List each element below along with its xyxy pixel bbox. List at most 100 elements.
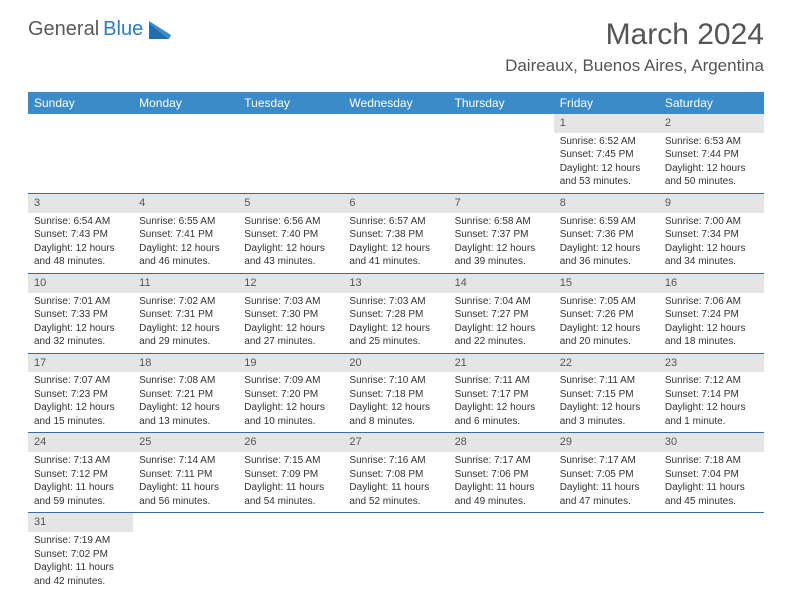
weeks-container: 1 Sunrise: 6:52 AMSunset: 7:45 PMDaylight… bbox=[28, 114, 764, 592]
sunrise-line: Sunrise: 7:13 AM bbox=[34, 454, 127, 468]
sunset-line: Sunset: 7:02 PM bbox=[34, 548, 127, 562]
day-cell: 31Sunrise: 7:19 AMSunset: 7:02 PMDayligh… bbox=[28, 513, 133, 592]
daylight-line-2: and 32 minutes. bbox=[34, 335, 127, 349]
day-cell bbox=[343, 513, 448, 592]
daylight-line-1: Daylight: 12 hours bbox=[139, 401, 232, 415]
day-text: Sunrise: 6:59 AMSunset: 7:36 PMDaylight:… bbox=[554, 215, 659, 269]
day-text: Sunrise: 7:06 AMSunset: 7:24 PMDaylight:… bbox=[659, 295, 764, 349]
daylight-line-1: Daylight: 12 hours bbox=[349, 401, 442, 415]
day-cell: 12Sunrise: 7:03 AMSunset: 7:30 PMDayligh… bbox=[238, 274, 343, 353]
sunset-line: Sunset: 7:06 PM bbox=[455, 468, 548, 482]
daylight-line-2: and 27 minutes. bbox=[244, 335, 337, 349]
sunset-line: Sunset: 7:23 PM bbox=[34, 388, 127, 402]
day-cell: 21Sunrise: 7:11 AMSunset: 7:17 PMDayligh… bbox=[449, 354, 554, 433]
logo-word-2: Blue bbox=[103, 18, 143, 41]
day-text: Sunrise: 7:11 AMSunset: 7:15 PMDaylight:… bbox=[554, 374, 659, 428]
day-cell bbox=[449, 513, 554, 592]
day-number: 17 bbox=[28, 354, 133, 373]
sunrise-line: Sunrise: 6:53 AM bbox=[665, 135, 758, 149]
day-text: Sunrise: 7:17 AMSunset: 7:05 PMDaylight:… bbox=[554, 454, 659, 508]
sunrise-line: Sunrise: 7:19 AM bbox=[34, 534, 127, 548]
daylight-line-2: and 49 minutes. bbox=[455, 495, 548, 509]
sunset-line: Sunset: 7:12 PM bbox=[34, 468, 127, 482]
day-text: Sunrise: 7:04 AMSunset: 7:27 PMDaylight:… bbox=[449, 295, 554, 349]
sunrise-line: Sunrise: 7:07 AM bbox=[34, 374, 127, 388]
day-text: Sunrise: 7:16 AMSunset: 7:08 PMDaylight:… bbox=[343, 454, 448, 508]
day-text: Sunrise: 6:57 AMSunset: 7:38 PMDaylight:… bbox=[343, 215, 448, 269]
day-cell: 29Sunrise: 7:17 AMSunset: 7:05 PMDayligh… bbox=[554, 433, 659, 512]
sunrise-line: Sunrise: 7:05 AM bbox=[560, 295, 653, 309]
day-cell: 26Sunrise: 7:15 AMSunset: 7:09 PMDayligh… bbox=[238, 433, 343, 512]
day-cell bbox=[133, 114, 238, 193]
sunset-line: Sunset: 7:38 PM bbox=[349, 228, 442, 242]
sunrise-line: Sunrise: 7:01 AM bbox=[34, 295, 127, 309]
location: Daireaux, Buenos Aires, Argentina bbox=[505, 56, 764, 76]
sunrise-line: Sunrise: 6:58 AM bbox=[455, 215, 548, 229]
sunset-line: Sunset: 7:45 PM bbox=[560, 148, 653, 162]
sunrise-line: Sunrise: 7:03 AM bbox=[349, 295, 442, 309]
day-text: Sunrise: 6:52 AMSunset: 7:45 PMDaylight:… bbox=[554, 135, 659, 189]
daylight-line-2: and 8 minutes. bbox=[349, 415, 442, 429]
sunrise-line: Sunrise: 7:00 AM bbox=[665, 215, 758, 229]
daylight-line-2: and 47 minutes. bbox=[560, 495, 653, 509]
daylight-line-2: and 34 minutes. bbox=[665, 255, 758, 269]
sunrise-line: Sunrise: 7:08 AM bbox=[139, 374, 232, 388]
sunset-line: Sunset: 7:17 PM bbox=[455, 388, 548, 402]
day-text: Sunrise: 7:14 AMSunset: 7:11 PMDaylight:… bbox=[133, 454, 238, 508]
sunset-line: Sunset: 7:33 PM bbox=[34, 308, 127, 322]
day-number: 25 bbox=[133, 433, 238, 452]
day-text: Sunrise: 6:58 AMSunset: 7:37 PMDaylight:… bbox=[449, 215, 554, 269]
day-cell bbox=[238, 513, 343, 592]
day-text: Sunrise: 6:55 AMSunset: 7:41 PMDaylight:… bbox=[133, 215, 238, 269]
sunset-line: Sunset: 7:28 PM bbox=[349, 308, 442, 322]
day-number: 19 bbox=[238, 354, 343, 373]
day-number: 13 bbox=[343, 274, 448, 293]
day-number: 28 bbox=[449, 433, 554, 452]
daylight-line-2: and 39 minutes. bbox=[455, 255, 548, 269]
day-number: 24 bbox=[28, 433, 133, 452]
daylight-line-1: Daylight: 12 hours bbox=[560, 401, 653, 415]
day-number: 15 bbox=[554, 274, 659, 293]
day-cell: 18Sunrise: 7:08 AMSunset: 7:21 PMDayligh… bbox=[133, 354, 238, 433]
sunset-line: Sunset: 7:21 PM bbox=[139, 388, 232, 402]
sunrise-line: Sunrise: 7:16 AM bbox=[349, 454, 442, 468]
daylight-line-2: and 29 minutes. bbox=[139, 335, 232, 349]
sunset-line: Sunset: 7:43 PM bbox=[34, 228, 127, 242]
day-number: 26 bbox=[238, 433, 343, 452]
sunset-line: Sunset: 7:09 PM bbox=[244, 468, 337, 482]
day-cell: 11Sunrise: 7:02 AMSunset: 7:31 PMDayligh… bbox=[133, 274, 238, 353]
daylight-line-1: Daylight: 12 hours bbox=[455, 322, 548, 336]
daylight-line-1: Daylight: 12 hours bbox=[665, 322, 758, 336]
daylight-line-1: Daylight: 11 hours bbox=[560, 481, 653, 495]
day-number: 12 bbox=[238, 274, 343, 293]
day-text: Sunrise: 7:13 AMSunset: 7:12 PMDaylight:… bbox=[28, 454, 133, 508]
day-number: 1 bbox=[554, 114, 659, 133]
day-number: 7 bbox=[449, 194, 554, 213]
day-number: 21 bbox=[449, 354, 554, 373]
day-cell: 24 Sunrise: 7:13 AMSunset: 7:12 PMDayligh… bbox=[28, 433, 133, 512]
daylight-line-1: Daylight: 11 hours bbox=[244, 481, 337, 495]
sunset-line: Sunset: 7:37 PM bbox=[455, 228, 548, 242]
day-cell: 19Sunrise: 7:09 AMSunset: 7:20 PMDayligh… bbox=[238, 354, 343, 433]
sunrise-line: Sunrise: 7:02 AM bbox=[139, 295, 232, 309]
day-number: 4 bbox=[133, 194, 238, 213]
sunrise-line: Sunrise: 7:18 AM bbox=[665, 454, 758, 468]
day-number: 2 bbox=[659, 114, 764, 133]
sunrise-line: Sunrise: 7:17 AM bbox=[560, 454, 653, 468]
sunset-line: Sunset: 7:15 PM bbox=[560, 388, 653, 402]
day-text: Sunrise: 7:01 AMSunset: 7:33 PMDaylight:… bbox=[28, 295, 133, 349]
day-number: 31 bbox=[28, 513, 133, 532]
day-number: 14 bbox=[449, 274, 554, 293]
sunset-line: Sunset: 7:11 PM bbox=[139, 468, 232, 482]
day-cell: 25 Sunrise: 7:14 AMSunset: 7:11 PMDayligh… bbox=[133, 433, 238, 512]
day-cell: 23Sunrise: 7:12 AMSunset: 7:14 PMDayligh… bbox=[659, 354, 764, 433]
day-cell: 5Sunrise: 6:56 AMSunset: 7:40 PMDaylight… bbox=[238, 194, 343, 273]
day-cell: 10Sunrise: 7:01 AMSunset: 7:33 PMDayligh… bbox=[28, 274, 133, 353]
daylight-line-2: and 46 minutes. bbox=[139, 255, 232, 269]
sunrise-line: Sunrise: 6:57 AM bbox=[349, 215, 442, 229]
daylight-line-2: and 52 minutes. bbox=[349, 495, 442, 509]
sunset-line: Sunset: 7:34 PM bbox=[665, 228, 758, 242]
dow-cell: Tuesday bbox=[238, 92, 343, 114]
week-row: 17Sunrise: 7:07 AMSunset: 7:23 PM Dayligh… bbox=[28, 354, 764, 434]
sunrise-line: Sunrise: 7:14 AM bbox=[139, 454, 232, 468]
